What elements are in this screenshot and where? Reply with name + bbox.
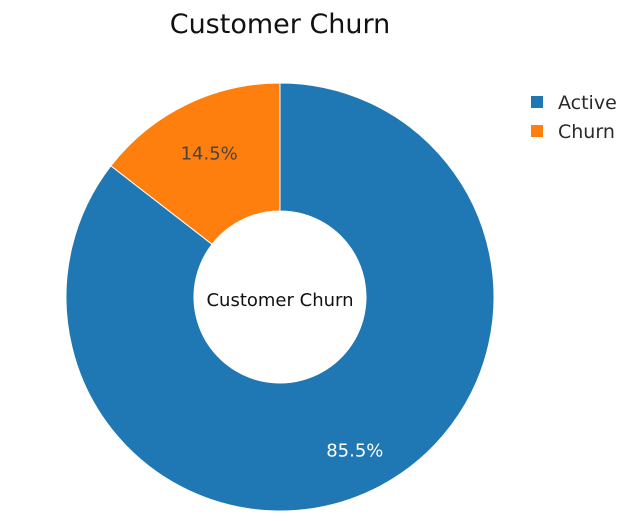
legend-item-active[interactable]: Active	[531, 92, 617, 114]
donut-slices	[65, 82, 495, 512]
legend-label-active: Active	[558, 92, 617, 114]
legend-swatch-active	[531, 96, 543, 108]
slice-label-active: 85.5%	[326, 441, 383, 462]
legend-item-churn[interactable]: Churn	[531, 121, 615, 143]
slice-churn	[110, 82, 281, 245]
legend-label-churn: Churn	[558, 121, 615, 143]
slice-labels: 85.5% 14.5%	[181, 143, 384, 461]
slice-label-churn: 14.5%	[181, 143, 238, 164]
donut-center-label: Customer Churn	[206, 290, 353, 311]
slice-active	[65, 82, 495, 512]
legend: Active Churn	[531, 92, 617, 143]
chart-title: Customer Churn	[170, 9, 391, 40]
legend-swatch-churn	[531, 125, 543, 137]
